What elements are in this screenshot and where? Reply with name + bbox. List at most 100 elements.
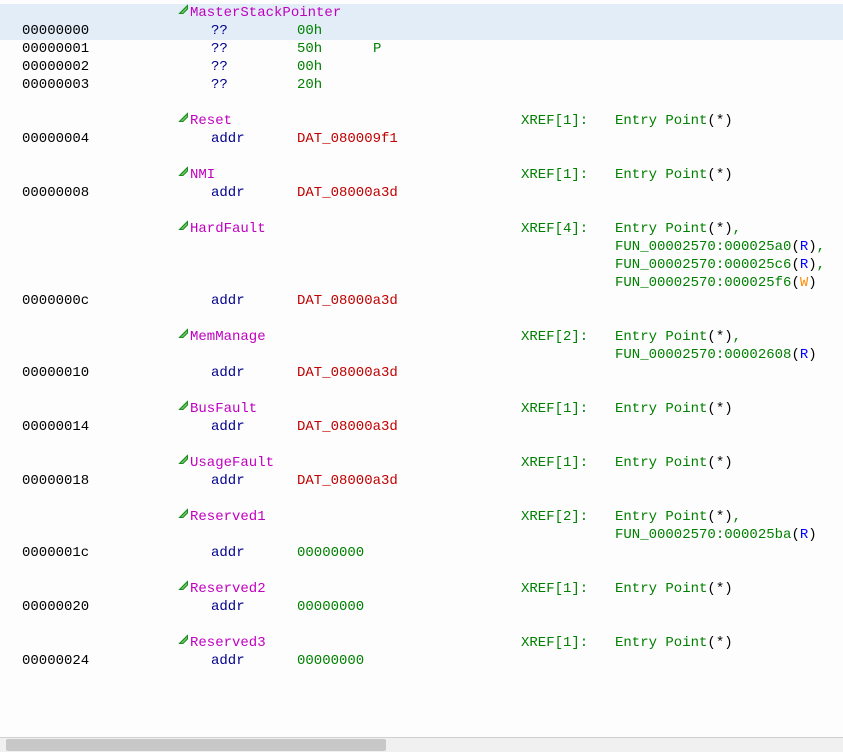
xref-entry[interactable]: Entry Point(*) <box>615 580 733 598</box>
operand[interactable]: 00000000 <box>297 652 364 670</box>
listing-row[interactable] <box>0 382 843 400</box>
listing-row[interactable]: MemManageXREF[2]:Entry Point(*), <box>0 328 843 346</box>
listing-row[interactable] <box>0 562 843 580</box>
xref-count: XREF[4]: <box>521 220 588 238</box>
symbol-label[interactable]: Reserved2 <box>190 580 266 598</box>
horizontal-scrollbar[interactable] <box>0 737 843 752</box>
listing-row[interactable]: FUN_00002570:000025f6(W) <box>0 274 843 292</box>
address[interactable]: 0000000c <box>22 292 89 310</box>
listing-row[interactable]: FUN_00002570:000025c6(R), <box>0 256 843 274</box>
operand[interactable]: 00h <box>297 58 322 76</box>
operand[interactable]: DAT_08000a3d <box>297 292 398 310</box>
xref-entry[interactable]: Entry Point(*), <box>615 328 741 346</box>
listing-row[interactable]: 00000002??00h <box>0 58 843 76</box>
listing-row[interactable]: BusFaultXREF[1]:Entry Point(*) <box>0 400 843 418</box>
operand[interactable]: DAT_08000a3d <box>297 184 398 202</box>
listing-row[interactable]: 0000000caddrDAT_08000a3d <box>0 292 843 310</box>
xref-entry[interactable]: FUN_00002570:000025c6(R), <box>615 256 825 274</box>
operand[interactable]: 50h <box>297 40 322 58</box>
listing-row[interactable]: 00000008addrDAT_08000a3d <box>0 184 843 202</box>
listing-row[interactable]: NMI XREF[1]: Entry Point(*) <box>0 166 843 184</box>
symbol-label[interactable]: UsageFault <box>190 454 274 472</box>
address[interactable]: 00000020 <box>22 598 89 616</box>
listing-row[interactable]: HardFault XREF[4]: Entry Point(*), <box>0 220 843 238</box>
listing-row[interactable]: ResetXREF[1]:Entry Point(*) <box>0 112 843 130</box>
mnemonic: addr <box>211 364 245 382</box>
address[interactable]: 00000024 <box>22 652 89 670</box>
scrollbar-thumb[interactable] <box>6 739 386 751</box>
address[interactable]: 00000001 <box>22 40 89 58</box>
xref-entry[interactable]: Entry Point(*), <box>615 220 741 238</box>
symbol-label[interactable]: BusFault <box>190 400 257 418</box>
operand[interactable]: DAT_08000a3d <box>297 418 398 436</box>
address[interactable]: 00000008 <box>22 184 89 202</box>
listing-row[interactable]: 00000014 addr DAT_08000a3d <box>0 418 843 436</box>
address[interactable]: 00000004 <box>22 130 89 148</box>
mnemonic: addr <box>211 418 245 436</box>
inbound-ref-arrow-icon <box>178 400 189 411</box>
listing-row[interactable]: 00000018addrDAT_08000a3d <box>0 472 843 490</box>
xref-entry[interactable]: Entry Point(*), <box>615 508 741 526</box>
listing-row[interactable]: 00000010 addr DAT_08000a3d <box>0 364 843 382</box>
listing-row[interactable]: 00000003??20h <box>0 76 843 94</box>
inbound-ref-arrow-icon <box>178 166 189 177</box>
symbol-label[interactable]: NMI <box>190 166 215 184</box>
xref-entry[interactable]: Entry Point(*) <box>615 400 733 418</box>
address[interactable]: 00000010 <box>22 364 89 382</box>
symbol-label[interactable]: Reserved3 <box>190 634 266 652</box>
operand[interactable]: DAT_080009f1 <box>297 130 398 148</box>
xref-count: XREF[1]: <box>521 454 588 472</box>
listing-row[interactable]: UsageFault XREF[1]: Entry Point(*) <box>0 454 843 472</box>
listing-row[interactable] <box>0 436 843 454</box>
listing-row[interactable]: Reserved3XREF[1]:Entry Point(*) <box>0 634 843 652</box>
address[interactable]: 00000014 <box>22 418 89 436</box>
listing-row[interactable] <box>0 490 843 508</box>
listing-row[interactable]: FUN_00002570:000025ba(R) <box>0 526 843 544</box>
xref-count: XREF[1]: <box>521 580 588 598</box>
listing-row[interactable]: 00000001??50hP <box>0 40 843 58</box>
listing-row[interactable] <box>0 616 843 634</box>
address[interactable]: 00000000 <box>22 22 89 40</box>
listing-row[interactable]: Reserved2 XREF[1]: Entry Point(*) <box>0 580 843 598</box>
xref-entry[interactable]: FUN_00002570:000025f6(W) <box>615 274 817 292</box>
symbol-label[interactable]: HardFault <box>190 220 266 238</box>
xref-entry[interactable]: FUN_00002570:000025ba(R) <box>615 526 817 544</box>
inbound-ref-arrow-icon <box>178 112 189 123</box>
listing-row[interactable]: 00000000??00h <box>0 22 843 40</box>
operand[interactable]: 00000000 <box>297 544 364 562</box>
disassembly-listing[interactable]: MasterStackPointer00000000??00h00000001?… <box>0 0 843 670</box>
symbol-label[interactable]: MasterStackPointer <box>190 4 341 22</box>
listing-row[interactable]: 00000004addrDAT_080009f1 <box>0 130 843 148</box>
xref-count: XREF[1]: <box>521 166 588 184</box>
operand[interactable]: 00000000 <box>297 598 364 616</box>
listing-row[interactable]: 00000024 addr 00000000 <box>0 652 843 670</box>
listing-row[interactable]: FUN_00002570:000025a0(R), <box>0 238 843 256</box>
listing-row[interactable] <box>0 148 843 166</box>
listing-row[interactable] <box>0 202 843 220</box>
address[interactable]: 00000018 <box>22 472 89 490</box>
xref-entry[interactable]: FUN_00002570:000025a0(R), <box>615 238 825 256</box>
address[interactable]: 0000001c <box>22 544 89 562</box>
address[interactable]: 00000003 <box>22 76 89 94</box>
operand[interactable]: 20h <box>297 76 322 94</box>
operand[interactable]: DAT_08000a3d <box>297 364 398 382</box>
xref-entry[interactable]: Entry Point(*) <box>615 454 733 472</box>
listing-row[interactable]: FUN_00002570:00002608(R) <box>0 346 843 364</box>
symbol-label[interactable]: MemManage <box>190 328 266 346</box>
xref-entry[interactable]: Entry Point(*) <box>615 166 733 184</box>
listing-row[interactable]: 0000001caddr00000000 <box>0 544 843 562</box>
xref-entry[interactable]: Entry Point(*) <box>615 112 733 130</box>
listing-row[interactable]: Reserved1XREF[2]:Entry Point(*), <box>0 508 843 526</box>
listing-row[interactable] <box>0 310 843 328</box>
operand[interactable]: DAT_08000a3d <box>297 472 398 490</box>
operand[interactable]: 00h <box>297 22 322 40</box>
listing-row[interactable]: 00000020addr00000000 <box>0 598 843 616</box>
address[interactable]: 00000002 <box>22 58 89 76</box>
mnemonic: addr <box>211 652 245 670</box>
xref-entry[interactable]: FUN_00002570:00002608(R) <box>615 346 817 364</box>
listing-row[interactable] <box>0 94 843 112</box>
symbol-label[interactable]: Reset <box>190 112 232 130</box>
xref-entry[interactable]: Entry Point(*) <box>615 634 733 652</box>
listing-row[interactable]: MasterStackPointer <box>0 4 843 22</box>
symbol-label[interactable]: Reserved1 <box>190 508 266 526</box>
